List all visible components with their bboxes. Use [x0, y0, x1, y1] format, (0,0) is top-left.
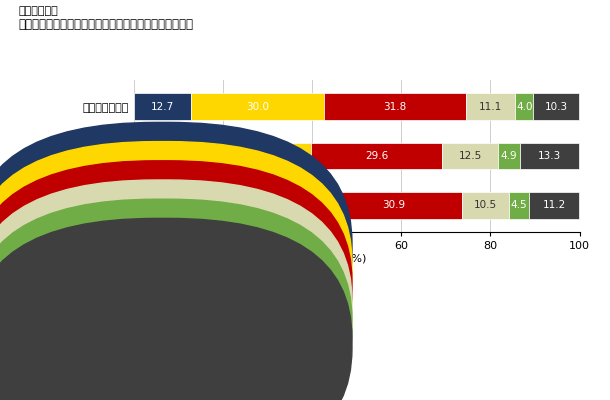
- Text: 個人／仕事利用半々: 個人／仕事利用半々: [172, 281, 232, 291]
- Bar: [134, 94, 191, 120]
- Bar: [509, 192, 529, 218]
- Text: ＜参考資料＞: ＜参考資料＞: [18, 6, 58, 16]
- Text: 9.9: 9.9: [148, 151, 165, 161]
- Text: 29.6: 29.6: [365, 151, 388, 161]
- Text: 4.9: 4.9: [501, 151, 517, 161]
- Bar: [325, 192, 462, 218]
- Text: 11.2: 11.2: [542, 200, 565, 210]
- Text: 11.1: 11.1: [479, 102, 502, 112]
- Bar: [529, 192, 579, 218]
- Bar: [442, 142, 498, 170]
- Text: 12.7: 12.7: [151, 102, 174, 112]
- Text: 仕事利用のみ: 仕事利用のみ: [172, 319, 212, 330]
- Bar: [325, 94, 466, 120]
- Text: 12.5: 12.5: [459, 151, 482, 161]
- Bar: [520, 142, 579, 170]
- Bar: [134, 192, 198, 218]
- Bar: [310, 142, 442, 170]
- Text: 度「個人利用のみ」の項目を含めて択一形式で尋ねている。現在の利用バランスとして考えたときの仕事量や仕事: 度「個人利用のみ」の項目を含めて択一形式で尋ねている。現在の利用バランスとして考…: [18, 368, 318, 378]
- Text: 個人利用のみ: 個人利用のみ: [172, 242, 212, 253]
- Text: Notes:: Notes:: [18, 346, 54, 356]
- Text: ・対象者は「個人所有機器を仕事で利用している」と回答した人から抽出。個人所有機器の利用バランスにつき、再: ・対象者は「個人所有機器を仕事で利用している」と回答した人から抽出。個人所有機器…: [18, 357, 324, 367]
- Bar: [515, 94, 533, 120]
- Text: ・スマートフォン：n=283、タブレット：n=335、PC：n=496: ・スマートフォン：n=283、タブレット：n=335、PC：n=496: [18, 391, 235, 400]
- Text: で利用した時期等について解釈の幅があるため、この項目を選択する人がいたと考えられる。: で利用した時期等について解釈の幅があるため、この項目を選択する人がいたと考えられ…: [18, 380, 265, 390]
- Bar: [533, 94, 579, 120]
- Bar: [178, 142, 310, 170]
- Bar: [198, 192, 325, 218]
- Bar: [498, 142, 520, 170]
- X-axis label: (%): (%): [347, 254, 367, 264]
- Text: 仕事利用が大半で、やや個人利用: 仕事利用が大半で、やや個人利用: [172, 300, 271, 310]
- Text: 28.4: 28.4: [250, 200, 273, 210]
- Bar: [191, 94, 325, 120]
- Text: 利用しない: 利用しない: [172, 338, 205, 348]
- Text: 29.7: 29.7: [233, 151, 256, 161]
- Bar: [466, 94, 515, 120]
- Text: 10.3: 10.3: [545, 102, 568, 112]
- Bar: [462, 192, 509, 218]
- Text: 個人所有機器の「個人利用」と「仕事利用」のバランス: 個人所有機器の「個人利用」と「仕事利用」のバランス: [18, 18, 193, 31]
- Text: 10.5: 10.5: [474, 200, 497, 210]
- Text: 4.5: 4.5: [511, 200, 528, 210]
- Text: 30.0: 30.0: [246, 102, 269, 112]
- Text: 31.8: 31.8: [384, 102, 407, 112]
- Text: 30.9: 30.9: [382, 200, 405, 210]
- Text: 14.4: 14.4: [155, 200, 178, 210]
- Bar: [134, 142, 178, 170]
- Text: 4.0: 4.0: [516, 102, 533, 112]
- Text: 13.3: 13.3: [538, 151, 561, 161]
- Text: 個人利用が大半で、やや仕事利用: 個人利用が大半で、やや仕事利用: [172, 262, 271, 272]
